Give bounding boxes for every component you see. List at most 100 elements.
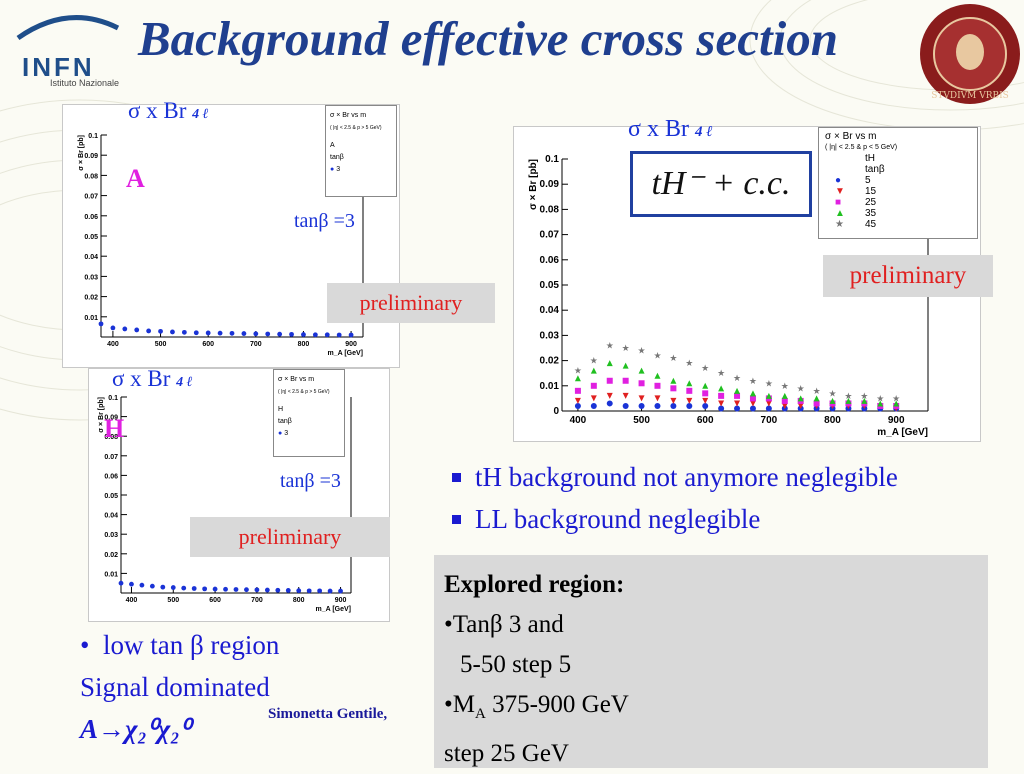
data-point (797, 402, 804, 409)
legend-cuts: ( |η| < 2.5 & p > 5 GeV) (330, 125, 382, 131)
bullet-item: LL background neglegible (452, 498, 898, 540)
data-point (702, 397, 709, 404)
data-point (277, 331, 283, 337)
data-point: ★ (828, 388, 836, 398)
y-tick-label: 0.06 (540, 255, 560, 266)
data-point (622, 362, 629, 369)
x-tick-label: 600 (209, 597, 221, 604)
low-tan-line: • low tan β region (80, 630, 280, 660)
legend-entry: tH (865, 153, 875, 164)
data-point (638, 395, 645, 402)
infn-logo-text: INFN (22, 52, 95, 82)
bullet-square-icon (452, 472, 461, 482)
low-tan-line: Signal dominated (80, 672, 270, 702)
y-tick-label: 0.05 (104, 493, 118, 500)
plot-a-tanb: tanβ =3 (294, 210, 355, 232)
data-point (324, 332, 330, 338)
y-tick-label: 0.07 (84, 194, 98, 201)
legend-title: σ × Br vs m (330, 112, 367, 119)
page-title: Background effective cross section (138, 11, 838, 66)
data-point (686, 380, 693, 387)
bullet-list: tH background not anymore neglegible LL … (452, 456, 898, 540)
data-point (734, 392, 741, 399)
explored-line: •Tanβ 3 and (444, 611, 564, 638)
data-point: ★ (733, 373, 741, 383)
x-tick-label: 600 (202, 341, 214, 348)
x-tick-label: 900 (345, 341, 357, 348)
plot-h-letter: H (104, 414, 125, 443)
infn-logo-swoosh (16, 15, 120, 41)
data-point: ★ (685, 358, 693, 368)
x-tick-label: 400 (570, 415, 587, 426)
legend-series-entry: ★ 45 (835, 219, 971, 230)
explored-line: •MA 375-900 GeV (444, 691, 629, 722)
x-tick-label: 700 (251, 597, 263, 604)
data-point: ★ (622, 343, 630, 353)
data-point (606, 377, 613, 384)
data-point (845, 397, 852, 404)
data-point (781, 402, 788, 409)
data-point (702, 382, 709, 389)
data-point (158, 328, 163, 334)
y-tick-label: 0.08 (104, 434, 118, 441)
data-point (348, 332, 354, 338)
plot-a-panel: 0.01 0.02 0.03 0.04 0.05 0.06 0.07 0.08 0.09 0.1 4… (62, 104, 400, 368)
data-point (312, 332, 318, 338)
data-point: ★ (653, 351, 661, 361)
data-point (877, 400, 884, 407)
y-tick-label: 0.1 (88, 133, 98, 140)
x-tick-label: 600 (697, 415, 714, 426)
y-tick-label: 0.08 (540, 204, 560, 215)
data-point (574, 402, 581, 409)
data-point (606, 392, 613, 399)
data-point (233, 587, 239, 592)
data-point (202, 586, 208, 592)
plot-h-chart: 0.01 0.02 0.03 0.04 0.05 0.06 0.07 0.08 0.09 0.1 4… (98, 395, 352, 613)
data-point: ★ (669, 353, 677, 363)
data-point (702, 402, 709, 409)
legend-cuts: ( |η| < 2.5 & p > 5 GeV) (278, 389, 330, 395)
data-point (734, 405, 741, 412)
data-point (289, 331, 294, 337)
data-point (191, 586, 197, 591)
plot-a-preliminary: preliminary (327, 283, 495, 323)
data-point (590, 367, 597, 374)
x-axis-label: m_A [GeV] (315, 606, 351, 613)
y-tick-label: 0.03 (540, 330, 560, 341)
data-point (765, 405, 772, 412)
data-point (606, 360, 613, 367)
data-point (264, 587, 270, 593)
data-point (765, 392, 772, 399)
data-point (317, 588, 323, 594)
low-tan-text: • low tan β region Signal dominated A→χ₂… (80, 624, 279, 750)
data-point: ★ (717, 368, 725, 378)
legend-entry: A (330, 142, 335, 149)
x-tick-label: 700 (250, 341, 262, 348)
x-tick-label: 400 (107, 341, 119, 348)
data-point: ★ (574, 366, 582, 376)
data-point (654, 395, 661, 402)
x-axis-label: m_A [GeV] (877, 427, 928, 438)
data-point: ★ (701, 363, 709, 373)
data-point: ★ (844, 391, 852, 401)
explored-heading: Explored region: (444, 571, 625, 598)
data-point (254, 587, 260, 593)
y-tick-label: 0.01 (104, 571, 118, 578)
data-point (285, 588, 291, 593)
plot-a-chart: 0.01 0.02 0.03 0.04 0.05 0.06 0.07 0.08 0.09 0.1 4… (78, 133, 364, 357)
legend-series-name: 25 (865, 197, 877, 208)
data-point (686, 397, 693, 404)
data-point: ★ (797, 383, 805, 393)
data-point (118, 580, 124, 586)
data-point (749, 405, 756, 412)
data-point (301, 332, 306, 337)
y-tick-label: 0.04 (104, 513, 118, 520)
y-tick-label: 0.01 (540, 381, 560, 392)
data-point (702, 390, 709, 397)
data-point: ★ (781, 381, 789, 391)
y-tick-label: 0.03 (104, 532, 118, 539)
data-point (193, 330, 199, 336)
data-point (229, 330, 235, 336)
data-point (654, 402, 661, 409)
plot-th-legend: σ × Br vs m ( |η| < 2.5 & p < 5 GeV) tH … (818, 127, 978, 239)
